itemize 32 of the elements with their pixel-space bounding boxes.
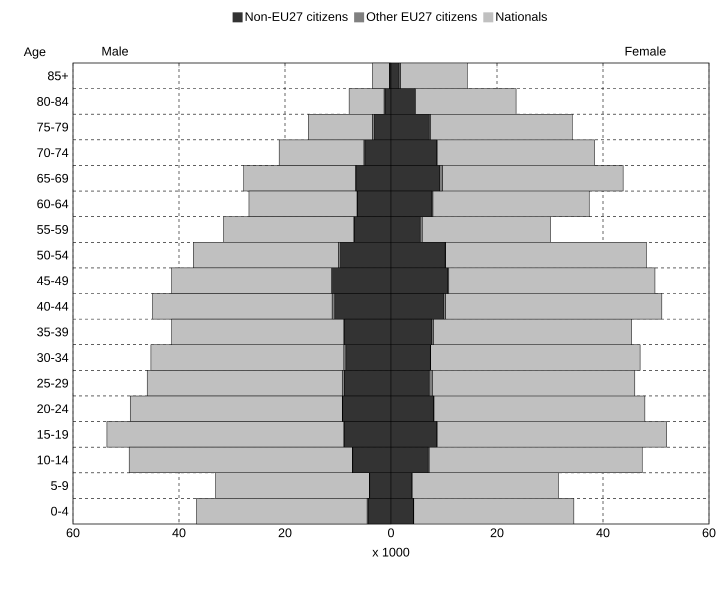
y-tick-label: 40-44 xyxy=(36,302,68,311)
x-tick-label: 60 xyxy=(66,528,80,538)
y-tick-label: 30-34 xyxy=(37,353,68,362)
y-tick-label: 35-39 xyxy=(37,328,68,336)
y-tick-label: 25-29 xyxy=(37,378,68,388)
y-tick-label: 75-79 xyxy=(37,122,68,132)
x-tick-label: 0 xyxy=(388,528,394,538)
legend-label: Non-EU27 citizens xyxy=(246,12,348,22)
y-tick-label: 20-24 xyxy=(37,404,68,414)
legend-label: Other EU27 citizens xyxy=(366,12,477,22)
y-tick-label: 5-9 xyxy=(51,481,68,490)
y-tick-label: 50-54 xyxy=(37,250,68,260)
y-tick-label: 65-69 xyxy=(37,174,68,183)
y-tick-label: 85+ xyxy=(48,71,68,80)
y-tick-label: 70-74 xyxy=(37,148,68,158)
x-tick-label: 20 xyxy=(278,528,292,538)
text: Female xyxy=(626,46,666,56)
x-axis-title: x 1000 xyxy=(372,548,410,557)
y-axis-title: Age xyxy=(24,47,46,59)
y-tick-label: 60-64 xyxy=(37,199,68,208)
x-tick-label: 40 xyxy=(172,528,186,538)
y-tick-label: 55-59 xyxy=(37,225,68,234)
y-tick-label: 10-14 xyxy=(38,456,68,464)
x-tick-label: 60 xyxy=(702,528,716,538)
x-tick-label: 20 xyxy=(490,528,504,538)
y-tick-label: 80-84 xyxy=(37,97,68,106)
y-tick-label: 15-19 xyxy=(38,430,68,439)
legend-label: Nationals xyxy=(496,12,547,22)
y-tick-label: 0-4 xyxy=(51,506,68,516)
text: Male xyxy=(102,46,128,56)
y-tick-label: 45-49 xyxy=(36,276,68,286)
x-tick-label: 40 xyxy=(596,528,610,538)
